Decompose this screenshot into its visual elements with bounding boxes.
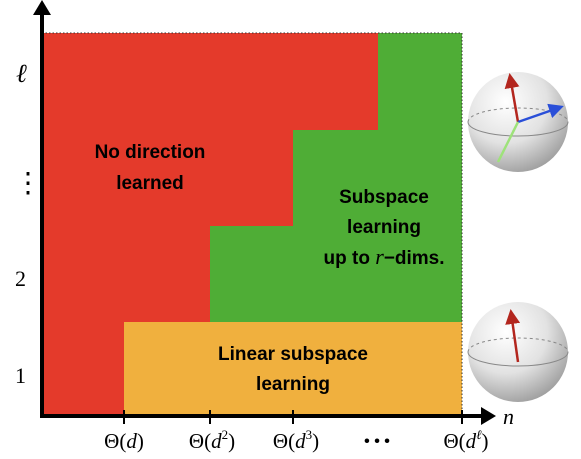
y-tick-2: 2 — [15, 266, 26, 291]
subspace-label-line1: Subspace — [339, 187, 429, 208]
y-tick-vdots: ⋮ — [14, 168, 42, 199]
linear-label-line2: learning — [256, 374, 330, 395]
subspace-label-line3: up to r−dims. — [324, 244, 445, 269]
region-no-direction — [42, 33, 378, 416]
region-subspace-learning — [210, 33, 462, 322]
sphere-single-direction-icon — [467, 302, 569, 402]
sphere-multi-direction-icon — [467, 72, 569, 172]
x-tick-ellipsis: • • • — [364, 433, 390, 450]
x-tick-theta-dl: Θ(dℓ) — [443, 427, 488, 453]
x-tick-theta-d3: Θ(d3) — [273, 427, 319, 453]
subspace-label-suffix: −dims. — [384, 248, 445, 269]
subspace-label-prefix: up to — [324, 248, 376, 269]
no-direction-label-line2: learned — [116, 173, 184, 194]
x-axis-variable: n — [503, 404, 514, 429]
x-axis-arrowhead — [481, 407, 496, 425]
y-axis-variable: ℓ — [16, 59, 27, 88]
y-tick-1: 1 — [15, 363, 26, 388]
region-linear-subspace — [124, 322, 462, 416]
no-direction-label-line1: No direction — [95, 142, 206, 163]
x-tick-theta-d2: Θ(d2) — [189, 427, 235, 453]
subspace-label-r: r — [375, 244, 384, 269]
linear-label-line1: Linear subspace — [218, 344, 368, 365]
subspace-label-line2: learning — [347, 217, 421, 238]
x-tick-theta-d: Θ(d) — [104, 429, 144, 453]
y-axis-arrowhead — [33, 0, 51, 15]
